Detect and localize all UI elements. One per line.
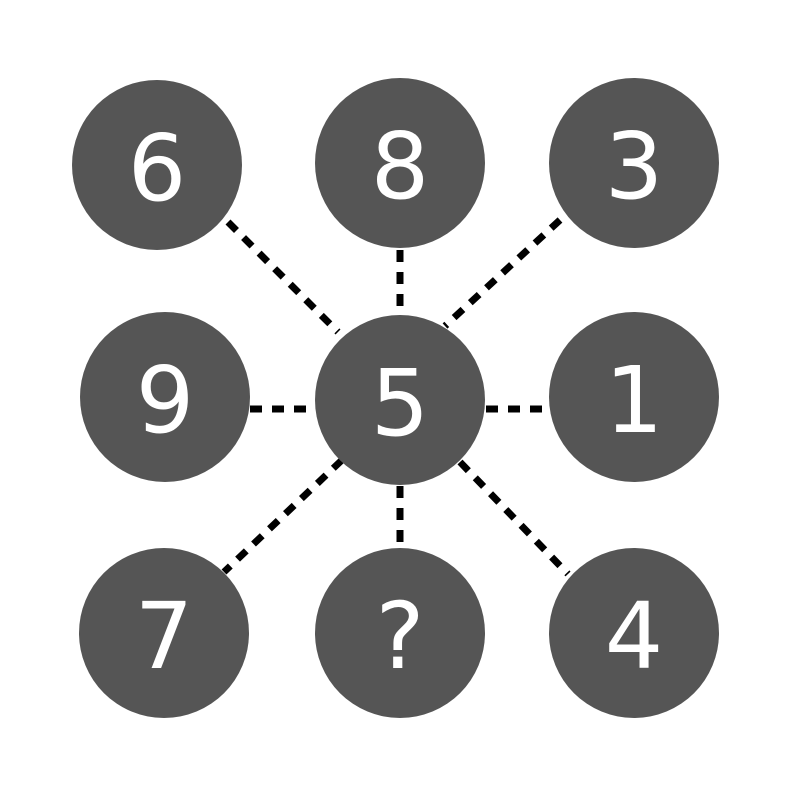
node-top-left-value: 6 bbox=[127, 115, 187, 222]
node-bottom-left-value: 7 bbox=[134, 583, 194, 690]
node-mid-right: 1 bbox=[549, 312, 719, 482]
node-bottom-left: 7 bbox=[79, 548, 249, 718]
node-bottom-center-unknown: ? bbox=[315, 548, 485, 718]
connector-top-left bbox=[225, 219, 341, 335]
connector-top-right bbox=[442, 217, 563, 329]
node-center: 5 bbox=[315, 315, 485, 485]
node-top-right-value: 3 bbox=[604, 113, 664, 220]
node-top-left: 6 bbox=[72, 80, 242, 250]
node-mid-left-value: 9 bbox=[135, 347, 195, 454]
node-top-right: 3 bbox=[549, 78, 719, 248]
node-bottom-right-value: 4 bbox=[604, 583, 664, 690]
node-center-value: 5 bbox=[370, 350, 430, 457]
node-mid-right-value: 1 bbox=[604, 347, 664, 454]
node-mid-left: 9 bbox=[80, 312, 250, 482]
node-bottom-center-value: ? bbox=[375, 583, 425, 690]
node-top-center: 8 bbox=[315, 78, 485, 248]
connector-bottom-right bbox=[457, 459, 571, 577]
node-bottom-right: 4 bbox=[549, 548, 719, 718]
node-top-center-value: 8 bbox=[370, 113, 430, 220]
connector-bottom-left bbox=[221, 457, 345, 575]
